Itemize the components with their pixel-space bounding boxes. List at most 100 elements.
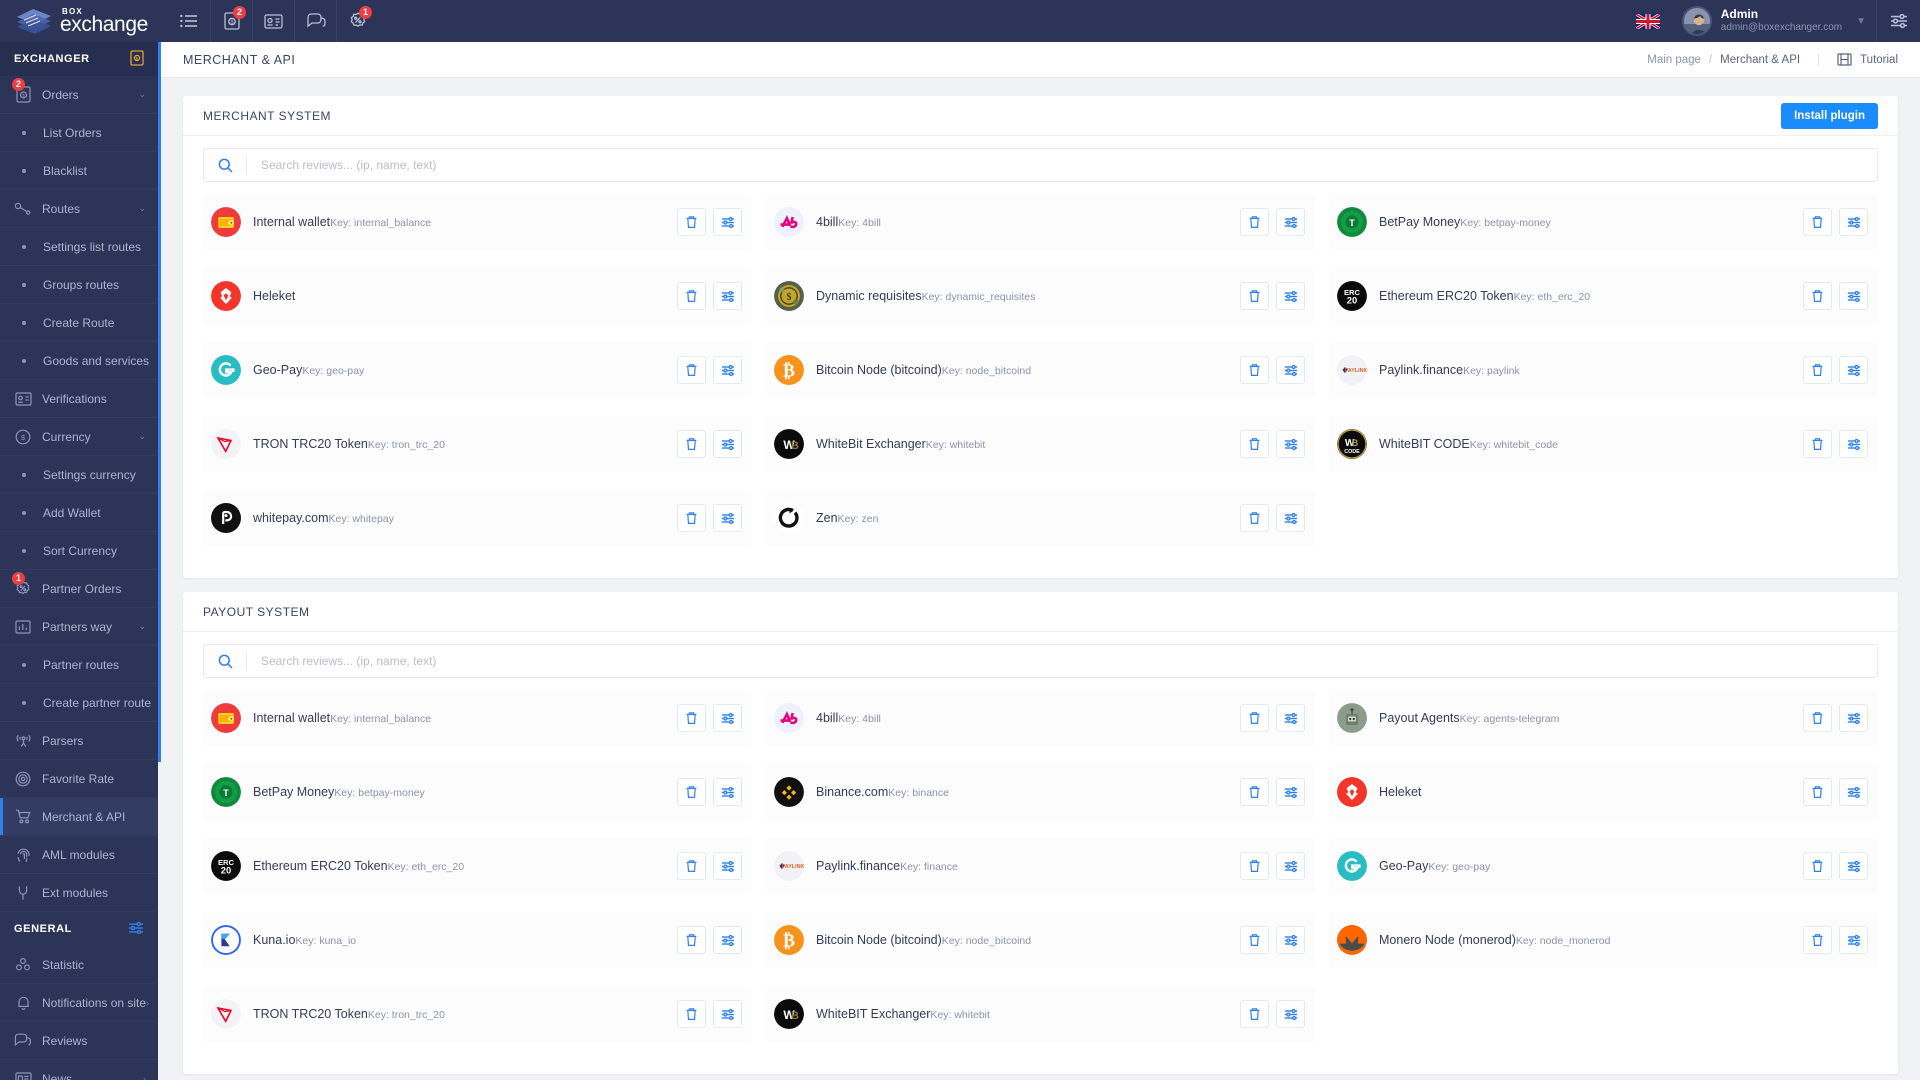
settings-sliders-icon[interactable]	[1276, 926, 1305, 954]
settings-sliders-icon[interactable]	[713, 852, 742, 880]
delete-icon[interactable]	[1240, 504, 1269, 532]
percent-badge-icon[interactable]: 1	[336, 0, 378, 42]
table-row[interactable]: ₿ Bitcoin Node (bitcoind)Key: node_bitcoi…	[766, 342, 1315, 398]
sidebar-item-reviews[interactable]: Reviews	[0, 1022, 158, 1060]
id-card-icon[interactable]	[252, 0, 294, 42]
table-row[interactable]: 4billKey: 4bill	[766, 194, 1315, 250]
table-row[interactable]: ₿ Bitcoin Node (bitcoind)Key: node_bitcoi…	[766, 912, 1315, 968]
orders-icon[interactable]: $ 2	[210, 0, 252, 42]
delete-icon[interactable]	[1240, 704, 1269, 732]
sidebar-item-partner-orders[interactable]: Partner Orders 1	[0, 570, 158, 608]
sidebar-item-create-partner-route[interactable]: Create partner route	[0, 684, 158, 722]
table-row[interactable]: TRON TRC20 TokenKey: tron_trc_20	[203, 986, 752, 1042]
delete-icon[interactable]	[1240, 430, 1269, 458]
table-row[interactable]: ZenKey: zen	[766, 490, 1315, 546]
payout-search-input[interactable]	[247, 645, 1877, 677]
delete-icon[interactable]	[677, 704, 706, 732]
exchanger-doc-icon[interactable]: $	[130, 49, 144, 69]
settings-sliders-icon[interactable]	[1839, 778, 1868, 806]
sidebar-item-currency[interactable]: $ Currency ⌄	[0, 418, 158, 456]
delete-icon[interactable]	[1240, 778, 1269, 806]
delete-icon[interactable]	[677, 852, 706, 880]
sidebar-item-groups-routes[interactable]: Groups routes	[0, 266, 158, 304]
delete-icon[interactable]	[1803, 430, 1832, 458]
delete-icon[interactable]	[1240, 282, 1269, 310]
delete-icon[interactable]	[1240, 208, 1269, 236]
settings-sliders-icon[interactable]	[1276, 704, 1305, 732]
table-row[interactable]: PAYLINK Paylink.financeKey: finance	[766, 838, 1315, 894]
delete-icon[interactable]	[677, 926, 706, 954]
sidebar-item-blacklist[interactable]: Blacklist	[0, 152, 158, 190]
sidebar-item-parsers[interactable]: Parsers	[0, 722, 158, 760]
delete-icon[interactable]	[677, 356, 706, 384]
settings-sliders-icon[interactable]	[713, 356, 742, 384]
sidebar-item-sort-currency[interactable]: Sort Currency	[0, 532, 158, 570]
user-menu[interactable]: Admin admin@boxexchanger.com ▼	[1681, 6, 1866, 36]
settings-sliders-icon[interactable]	[713, 504, 742, 532]
install-plugin-button[interactable]: Install plugin	[1781, 102, 1878, 129]
table-row[interactable]: Internal walletKey: internal_balance	[203, 194, 752, 250]
settings-sliders-icon[interactable]	[1839, 704, 1868, 732]
settings-sliders-icon[interactable]	[1276, 430, 1305, 458]
delete-icon[interactable]	[677, 1000, 706, 1028]
sidebar-item-aml-modules[interactable]: AML modules	[0, 836, 158, 874]
merchant-search-box[interactable]	[203, 148, 1878, 182]
delete-icon[interactable]	[1803, 852, 1832, 880]
delete-icon[interactable]	[1240, 926, 1269, 954]
general-sliders-icon[interactable]	[128, 921, 144, 938]
delete-icon[interactable]	[1803, 778, 1832, 806]
sidebar-item-add-wallet[interactable]: Add Wallet	[0, 494, 158, 532]
settings-sliders-icon[interactable]	[713, 208, 742, 236]
sidebar-item-verifications[interactable]: Verifications	[0, 380, 158, 418]
chat-icon[interactable]	[294, 0, 336, 42]
sidebar-item-ext-modules[interactable]: Ext modules	[0, 874, 158, 912]
table-row[interactable]: T BetPay MoneyKey: betpay-money	[1329, 194, 1878, 250]
table-row[interactable]: ERC 20 Ethereum ERC20 TokenKey: eth_erc_20	[203, 838, 752, 894]
settings-sliders-icon[interactable]	[713, 926, 742, 954]
delete-icon[interactable]	[1803, 356, 1832, 384]
sidebar-item-goods-and-services[interactable]: Goods and services	[0, 342, 158, 380]
settings-sliders-icon[interactable]	[1276, 282, 1305, 310]
settings-sliders-icon[interactable]	[713, 1000, 742, 1028]
sidebar-item-partners-way[interactable]: Partners way ⌄	[0, 608, 158, 646]
sidebar-item-orders[interactable]: $ Orders ⌄ 2	[0, 76, 158, 114]
settings-sliders-icon[interactable]	[1276, 1000, 1305, 1028]
delete-icon[interactable]	[1803, 926, 1832, 954]
delete-icon[interactable]	[1803, 704, 1832, 732]
table-row[interactable]: Heleket	[203, 268, 752, 324]
settings-sliders-icon[interactable]	[1839, 926, 1868, 954]
settings-sliders-icon[interactable]	[1276, 208, 1305, 236]
delete-icon[interactable]	[1803, 282, 1832, 310]
table-row[interactable]: 4billKey: 4bill	[766, 690, 1315, 746]
delete-icon[interactable]	[677, 778, 706, 806]
table-row[interactable]: Payout AgentsKey: agents-telegram	[1329, 690, 1878, 746]
payout-search-box[interactable]	[203, 644, 1878, 678]
delete-icon[interactable]	[677, 208, 706, 236]
settings-sliders-icon[interactable]	[713, 778, 742, 806]
table-row[interactable]: Geo-PayKey: geo-pay	[1329, 838, 1878, 894]
settings-sliders-icon[interactable]	[1839, 430, 1868, 458]
table-row[interactable]: Heleket	[1329, 764, 1878, 820]
table-row[interactable]: whitepay.comKey: whitepay	[203, 490, 752, 546]
settings-sliders-icon[interactable]	[713, 282, 742, 310]
sidebar-item-favorite-rate[interactable]: Favorite Rate	[0, 760, 158, 798]
settings-sliders-icon[interactable]	[1276, 778, 1305, 806]
table-row[interactable]: T BetPay MoneyKey: betpay-money	[203, 764, 752, 820]
table-row[interactable]: TRON TRC20 TokenKey: tron_trc_20	[203, 416, 752, 472]
settings-sliders-icon[interactable]	[1276, 504, 1305, 532]
table-row[interactable]: Internal walletKey: internal_balance	[203, 690, 752, 746]
sidebar-item-merchant-api[interactable]: Merchant & API	[0, 798, 158, 836]
delete-icon[interactable]	[1240, 1000, 1269, 1028]
table-row[interactable]: W B WhiteBit ExchangerKey: whitebit	[766, 416, 1315, 472]
language-flag-icon[interactable]	[1635, 13, 1660, 29]
sidebar-item-settings-currency[interactable]: Settings currency	[0, 456, 158, 494]
sidebar-item-list-orders[interactable]: List Orders	[0, 114, 158, 152]
settings-sliders-icon[interactable]	[1839, 208, 1868, 236]
settings-sliders-icon[interactable]	[1839, 356, 1868, 384]
settings-sliders-icon[interactable]	[1839, 282, 1868, 310]
sliders-icon[interactable]	[1876, 0, 1920, 42]
delete-icon[interactable]	[677, 504, 706, 532]
settings-sliders-icon[interactable]	[1276, 356, 1305, 384]
settings-sliders-icon[interactable]	[1839, 852, 1868, 880]
delete-icon[interactable]	[677, 430, 706, 458]
